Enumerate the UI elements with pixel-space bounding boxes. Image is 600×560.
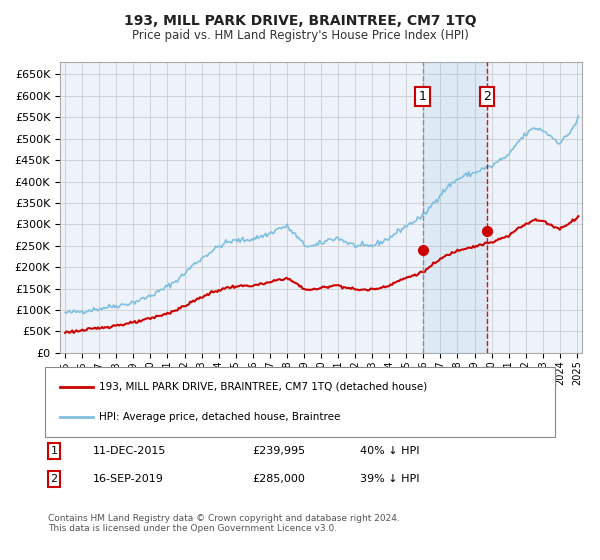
Text: 1: 1	[419, 90, 427, 103]
Text: £239,995: £239,995	[252, 446, 305, 456]
Text: 11-DEC-2015: 11-DEC-2015	[93, 446, 166, 456]
Text: 16-SEP-2019: 16-SEP-2019	[93, 474, 164, 484]
Text: 40% ↓ HPI: 40% ↓ HPI	[360, 446, 419, 456]
Text: Contains HM Land Registry data © Crown copyright and database right 2024.
This d: Contains HM Land Registry data © Crown c…	[48, 514, 400, 533]
Text: Price paid vs. HM Land Registry's House Price Index (HPI): Price paid vs. HM Land Registry's House …	[131, 29, 469, 42]
Text: 2: 2	[50, 474, 58, 484]
Text: HPI: Average price, detached house, Braintree: HPI: Average price, detached house, Brai…	[99, 412, 340, 422]
Text: 193, MILL PARK DRIVE, BRAINTREE, CM7 1TQ: 193, MILL PARK DRIVE, BRAINTREE, CM7 1TQ	[124, 14, 476, 28]
Text: 2: 2	[483, 90, 491, 103]
Bar	[422, 62, 487, 353]
Text: £285,000: £285,000	[252, 474, 305, 484]
Text: 1: 1	[50, 446, 58, 456]
Text: 39% ↓ HPI: 39% ↓ HPI	[360, 474, 419, 484]
Text: 193, MILL PARK DRIVE, BRAINTREE, CM7 1TQ (detached house): 193, MILL PARK DRIVE, BRAINTREE, CM7 1TQ…	[99, 382, 427, 392]
